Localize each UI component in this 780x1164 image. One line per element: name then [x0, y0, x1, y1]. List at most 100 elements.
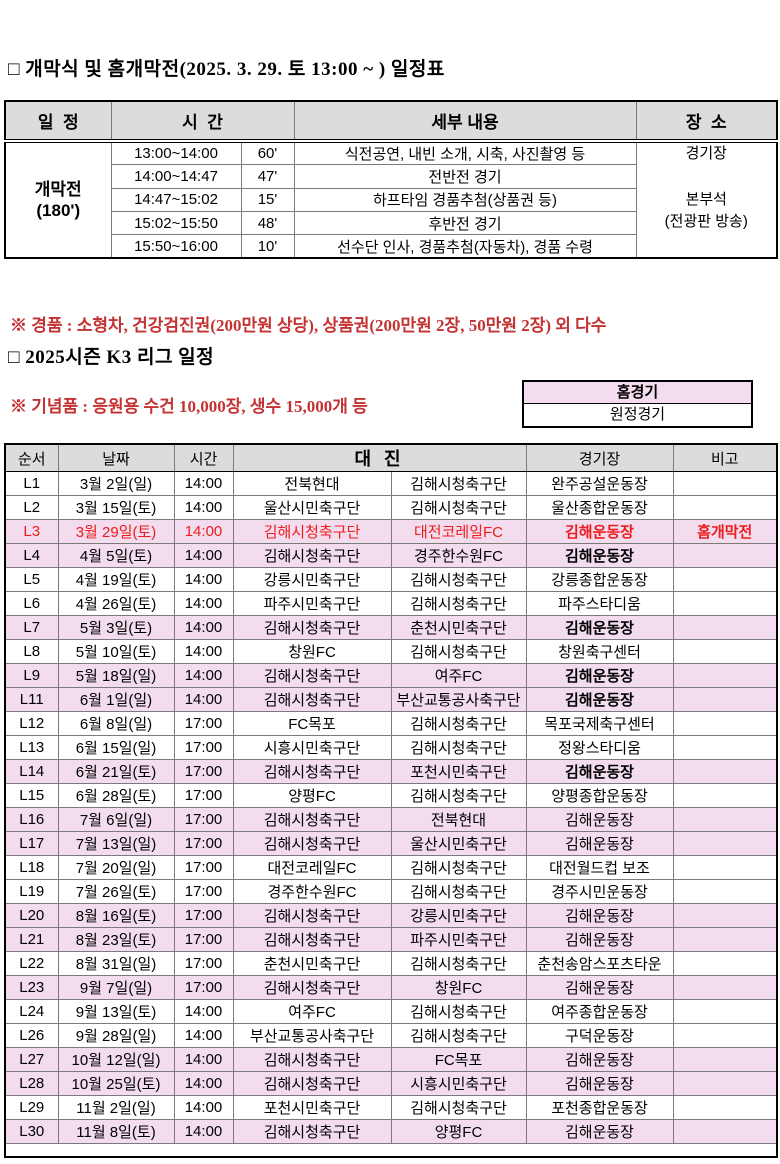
cell-away-team: 전북현대: [390, 807, 527, 832]
cell-date: 7월 26일(토): [57, 879, 175, 904]
cell-note: [672, 1095, 778, 1120]
league-row: L4 4월 5일(토) 14:00 김해시청축구단 경주한수원FC 김해운동장: [4, 543, 778, 568]
cell-match-no: L2: [4, 495, 59, 520]
opening-ceremony-table: 일 정 시 간 세부 내용 장 소 개막전 (180') 13:00~14:00 60…: [4, 100, 779, 259]
cell-date: 11월 2일(일): [57, 1095, 175, 1120]
legend-away-game: 원정경기: [524, 404, 751, 426]
opening-cell-time: 15:50~16:00: [110, 234, 242, 259]
cell-date: 7월 20일(일): [57, 855, 175, 880]
opening-event-cell: 개막전 (180'): [4, 140, 112, 259]
league-header-no: 순서: [4, 443, 59, 472]
cell-stadium: 여주종합운동장: [525, 999, 674, 1024]
cell-stadium: 김해운동장: [525, 807, 674, 832]
cell-home-team: 전북현대: [232, 471, 392, 496]
cell-home-team: 김해시청축구단: [232, 1119, 392, 1144]
cell-time: 14:00: [173, 543, 234, 568]
cell-match-no: L20: [4, 903, 59, 928]
cell-time: 14:00: [173, 1095, 234, 1120]
league-row: L30 11월 8일(토) 14:00 김해시청축구단 양평FC 김해운동장: [4, 1119, 778, 1144]
cell-date: 11월 8일(토): [57, 1119, 175, 1144]
cell-time: 14:00: [173, 471, 234, 496]
cell-stadium: 정왕스타디움: [525, 735, 674, 760]
cell-note: [672, 879, 778, 904]
cell-date: 9월 28일(일): [57, 1023, 175, 1048]
cell-home-team: 김해시청축구단: [232, 1071, 392, 1096]
opening-cell-duration: 48': [240, 210, 295, 236]
cell-away-team: 부산교통공사축구단: [390, 687, 527, 712]
opening-row: 15:02~15:50 48' 후반전 경기: [5, 210, 777, 236]
league-header-date: 날짜: [57, 443, 175, 472]
cell-note: [672, 951, 778, 976]
cell-note: [672, 1023, 778, 1048]
opening-cell-detail: 하프타임 경품추첨(상품권 등): [293, 187, 637, 212]
cell-stadium: 김해운동장: [525, 759, 674, 784]
cell-note: [672, 855, 778, 880]
cell-time: 14:00: [173, 639, 234, 664]
league-row: L14 6월 21일(토) 17:00 김해시청축구단 포천시민축구단 김해운동장: [4, 759, 778, 784]
opening-row: 개막전 (180') 13:00~14:00 60' 식전공연, 내빈 소개, 시축, …: [4, 140, 778, 259]
cell-away-team: 김해시청축구단: [390, 735, 527, 760]
cell-stadium: 김해운동장: [525, 1047, 674, 1072]
cell-match-no: L17: [4, 831, 59, 856]
cell-date: 6월 28일(토): [57, 783, 175, 808]
cell-match-no: L27: [4, 1047, 59, 1072]
cell-stadium: 포천종합운동장: [525, 1095, 674, 1120]
cell-match-no: L12: [4, 711, 59, 736]
cell-time: 17:00: [173, 903, 234, 928]
cell-note: [672, 783, 778, 808]
cell-time: 14:00: [173, 663, 234, 688]
cell-note: [672, 711, 778, 736]
cell-home-team: 김해시청축구단: [232, 1047, 392, 1072]
cell-away-team: 울산시민축구단: [390, 831, 527, 856]
cell-away-team: 시흥시민축구단: [390, 1071, 527, 1096]
cell-home-team: 여주FC: [232, 999, 392, 1024]
cell-note: [672, 759, 778, 784]
opening-cell-detail: 전반전 경기: [293, 164, 637, 189]
opening-place-line: (전광판 방송): [664, 213, 748, 231]
opening-section-title: □ 개막식 및 홈개막전(2025. 3. 29. 토 13:00 ~ ) 일정…: [8, 59, 445, 80]
cell-stadium: 구덕운동장: [525, 1023, 674, 1048]
cell-away-team: 김해시청축구단: [390, 879, 527, 904]
league-row: L1 3월 2일(일) 14:00 전북현대 김해시청축구단 완주공설운동장: [4, 471, 778, 496]
cell-match-no: L26: [4, 1023, 59, 1048]
cell-time: 14:00: [173, 1119, 234, 1144]
cell-time: 14:00: [173, 999, 234, 1024]
cell-match-no: L21: [4, 927, 59, 952]
league-row: L26 9월 28일(일) 14:00 부산교통공사축구단 김해시청축구단 구덕운동장: [4, 1023, 778, 1048]
cell-match-no: L1: [4, 471, 59, 496]
league-row: L23 9월 7일(일) 17:00 김해시청축구단 창원FC 김해운동장: [4, 975, 778, 1000]
cell-time: 14:00: [173, 615, 234, 640]
cell-date: 8월 23일(토): [57, 927, 175, 952]
league-header-time: 시간: [173, 443, 234, 472]
cell-away-team: 대전코레일FC: [390, 519, 527, 544]
league-row: L13 6월 15일(일) 17:00 시흥시민축구단 김해시청축구단 정왕스타디움: [4, 735, 778, 760]
cell-away-team: 김해시청축구단: [390, 1023, 527, 1048]
league-row: L17 7월 13일(일) 17:00 김해시청축구단 울산시민축구단 김해운동장: [4, 831, 778, 856]
cell-note: [672, 1119, 778, 1144]
opening-cell-duration: 60': [240, 140, 295, 166]
league-row: L22 8월 31일(일) 17:00 춘천시민축구단 김해시청축구단 춘천송암스포츠타운: [4, 951, 778, 976]
cell-date: 4월 26일(토): [57, 591, 175, 616]
cell-home-team: 춘천시민축구단: [232, 951, 392, 976]
cell-match-no: L30: [4, 1119, 59, 1144]
league-header-matchup: 대 진: [232, 443, 527, 472]
opening-header-time: 시 간: [110, 100, 295, 143]
opening-event-duration: (180'): [36, 200, 81, 220]
cell-match-no: L22: [4, 951, 59, 976]
league-row: L28 10월 25일(토) 14:00 김해시청축구단 시흥시민축구단 김해운동장: [4, 1071, 778, 1096]
cell-home-team: 김해시청축구단: [232, 927, 392, 952]
cell-date: 8월 16일(토): [57, 903, 175, 928]
cell-date: 6월 21일(토): [57, 759, 175, 784]
cell-match-no: L5: [4, 567, 59, 592]
cell-note: [672, 1047, 778, 1072]
cell-match-no: L3: [4, 519, 59, 544]
league-row: L21 8월 23일(토) 17:00 김해시청축구단 파주시민축구단 김해운동장: [4, 927, 778, 952]
cell-date: 5월 10일(토): [57, 639, 175, 664]
opening-cell-time: 14:00~14:47: [110, 164, 242, 189]
cell-home-team: 김해시청축구단: [232, 759, 392, 784]
league-header-note: 비고: [672, 443, 778, 472]
cell-date: 6월 8일(일): [57, 711, 175, 736]
cell-home-team: FC목포: [232, 711, 392, 736]
cell-note: [672, 543, 778, 568]
